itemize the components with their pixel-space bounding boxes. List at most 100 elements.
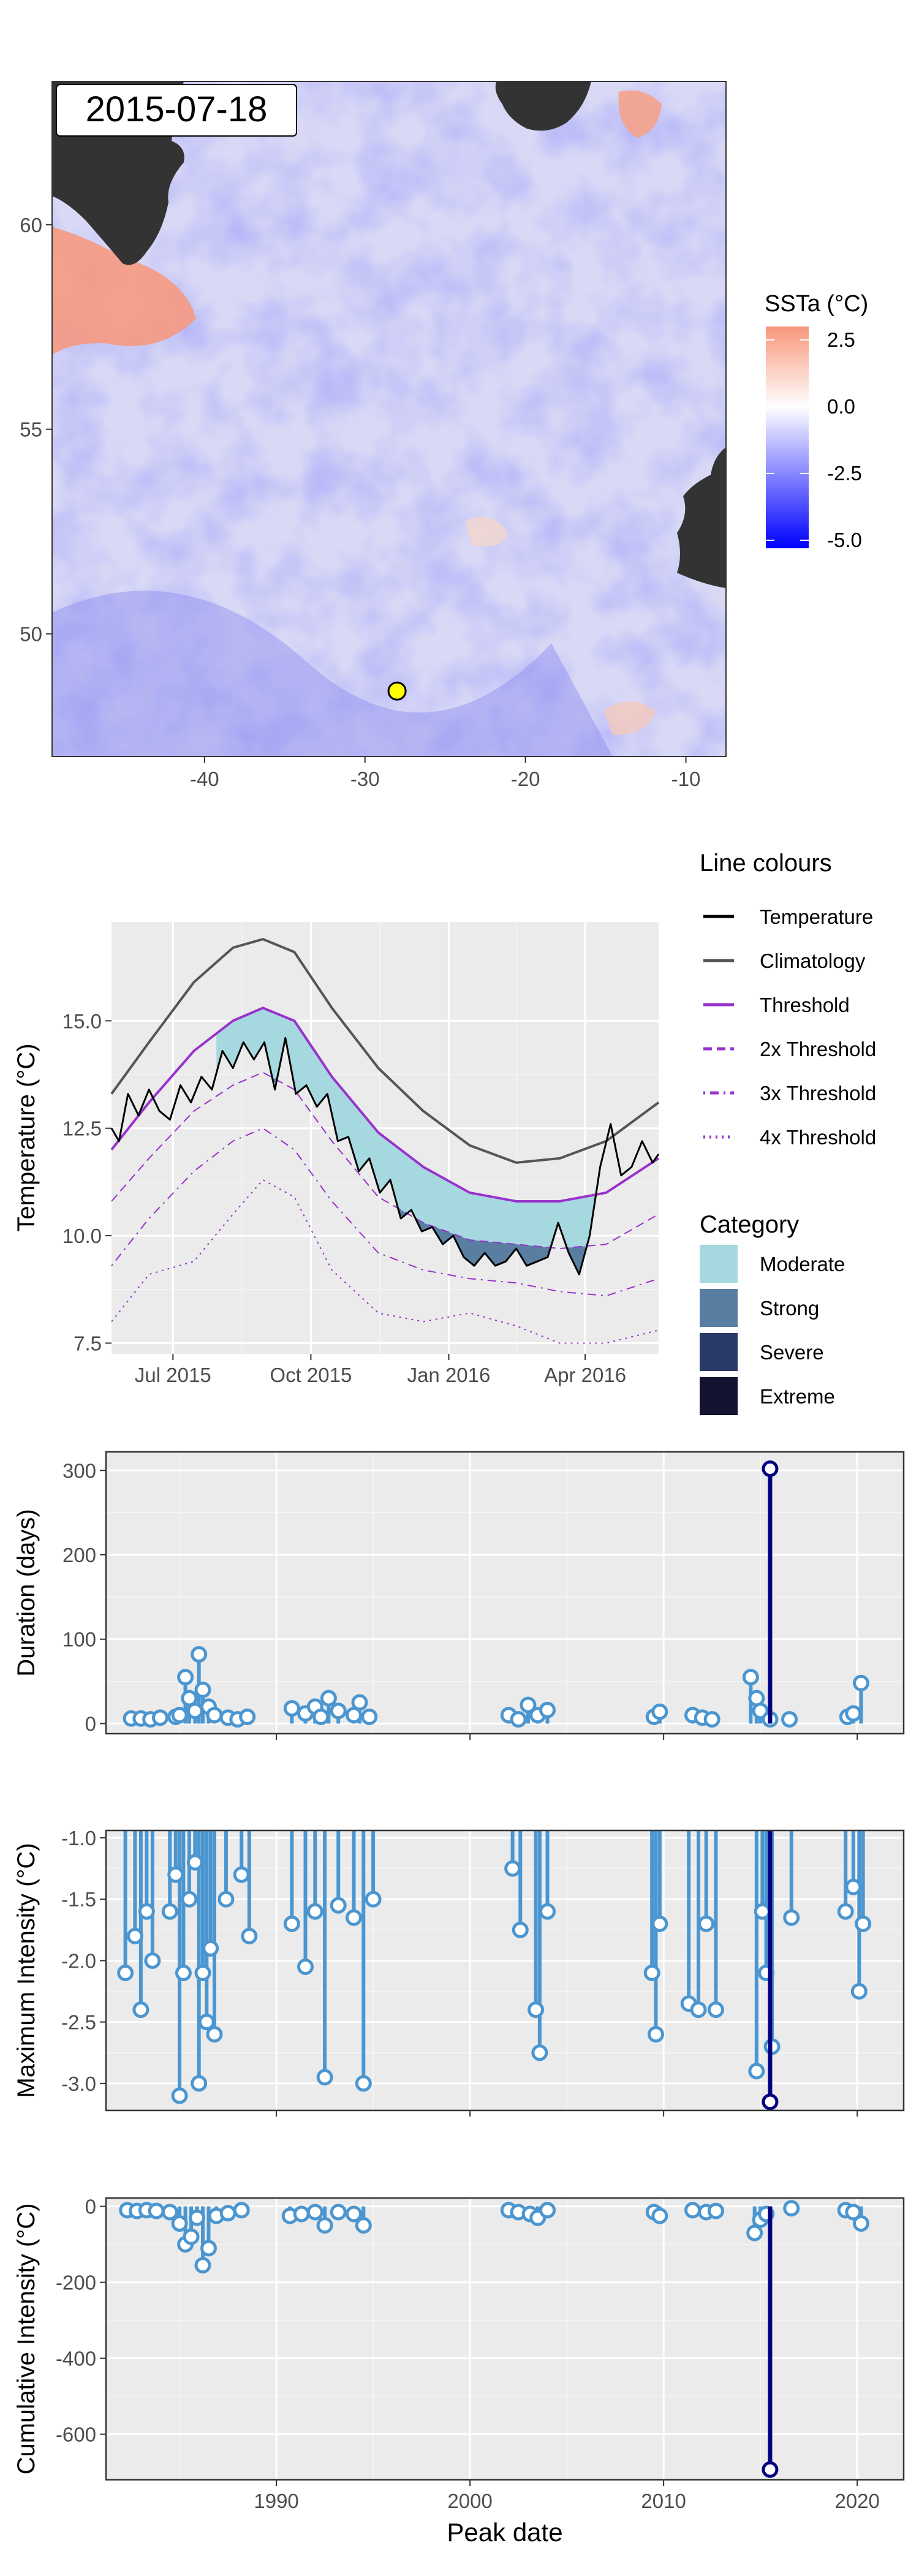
map-title-box: 2015-07-18 <box>56 84 297 137</box>
duration-event-point <box>852 1674 869 1691</box>
max-intensity-plot-border <box>105 1829 905 2112</box>
cum-intensity-event-point <box>330 2204 347 2221</box>
ts-x-axis: Jul 2015 Oct 2015 Jan 2016 Apr 2016 <box>135 1354 626 1386</box>
duration-event-point <box>191 1646 208 1663</box>
max-intensity-event-point <box>117 1965 134 1982</box>
legend-line-label: 4x Threshold <box>760 1126 876 1149</box>
temperature-chart: Jul 2015 Oct 2015 Jan 2016 Apr 2016 7.5 10.0… <box>13 850 876 1415</box>
cum-intensity-event-point <box>189 2209 206 2226</box>
max-intensity-y-tick-label: -2.5 <box>61 2011 96 2034</box>
duration-event-point <box>651 1703 668 1720</box>
max-intensity-event-point <box>512 1921 529 1938</box>
map-marker-point <box>387 681 407 701</box>
max-intensity-event-point <box>330 1897 347 1914</box>
cum-intensity-event-point <box>346 2205 363 2223</box>
cum-intensity-x-tick-label: 2020 <box>834 2490 879 2512</box>
ssta-legend-title: SSTa (°C) <box>765 291 868 317</box>
cum-intensity-y-tick-label: -200 <box>56 2272 96 2294</box>
ts-x-tick-label: Apr 2016 <box>544 1364 626 1386</box>
cum-intensity-event-point <box>355 2217 372 2234</box>
legend-category-swatch <box>700 1377 738 1415</box>
cum-intensity-plot-border <box>105 2197 905 2481</box>
max-intensity-chart: -1.0 -1.5 -2.0 -2.5 -3.0 Maximum Intensity (°… <box>13 1827 905 2117</box>
duration-event-point <box>346 1707 363 1724</box>
max-intensity-event-point <box>171 2087 188 2104</box>
duration-event-point <box>330 1702 347 1720</box>
max-intensity-event-point <box>754 1903 771 1920</box>
max-intensity-event-point <box>698 1915 715 1932</box>
map-x-tick-label: -20 <box>511 768 540 790</box>
max-intensity-event-point <box>643 1965 660 1982</box>
legend-category-swatch <box>700 1333 738 1371</box>
legend-category-swatch <box>700 1245 738 1283</box>
legend-categories: Moderate Strong Severe Extreme <box>700 1245 845 1415</box>
cum-intensity-y-tick-label: -400 <box>56 2347 96 2370</box>
max-intensity-event-point <box>138 1903 155 1920</box>
max-intensity-event-point <box>748 2063 765 2080</box>
legend-lines: Temperature Climatology Threshold 2x Thresh… <box>700 898 876 1157</box>
duration-event-point <box>186 1702 203 1720</box>
duration-y-tick-label: 0 <box>85 1712 96 1735</box>
cum-intensity-event-point <box>161 2204 178 2221</box>
map-x-tick-label: -10 <box>671 768 701 790</box>
ts-y-axis: 7.5 10.0 12.5 15.0 <box>62 1010 112 1354</box>
max-intensity-event-point <box>132 2001 149 2019</box>
legend-lines-title: Line colours <box>700 850 832 877</box>
duration-event-point <box>742 1669 759 1686</box>
max-intensity-event-point <box>241 1927 258 1944</box>
duration-event-point <box>703 1711 720 1728</box>
duration-y-axis-label: Duration (days) <box>13 1509 40 1676</box>
max-intensity-y-axis-label: Maximum Intensity (°C) <box>13 1843 40 2098</box>
max-intensity-event-point <box>202 1940 219 1957</box>
cum-intensity-event-point <box>194 2257 211 2274</box>
max-intensity-event-point <box>161 1903 178 1920</box>
map-x-axis: -40 -30 -20 -10 <box>190 757 700 790</box>
cum-intensity-event-point <box>171 2215 188 2232</box>
cum-intensity-chart: 0 -200 -400 -600 1990 2000 2010 2020 Cumulative … <box>13 2196 905 2547</box>
max-intensity-event-point <box>217 1890 235 1908</box>
ts-line-temperature <box>110 1037 660 1275</box>
duration-event-point <box>171 1707 188 1724</box>
cum-intensity-highlight-point <box>762 2461 779 2478</box>
cum-intensity-x-axis-label: Peak date <box>447 2518 562 2547</box>
legend-line-label: Temperature <box>760 905 873 928</box>
map-x-tick-label: -40 <box>190 768 219 790</box>
max-intensity-event-point <box>233 1866 250 1883</box>
max-intensity-event-point <box>690 2001 707 2019</box>
map-y-tick-label: 55 <box>20 418 42 441</box>
duration-event-point <box>510 1711 527 1728</box>
warm-anomaly-mid <box>466 516 509 547</box>
cum-intensity-event-point <box>707 2202 724 2219</box>
cum-intensity-plot-background <box>106 2198 904 2480</box>
ts-x-tick-label: Oct 2015 <box>270 1364 352 1386</box>
max-intensity-event-point <box>845 1878 862 1895</box>
ts-lines <box>110 938 660 1344</box>
max-intensity-event-point <box>186 1854 203 1871</box>
duration-highlight-point <box>762 1460 779 1478</box>
cum-intensity-x-tick-label: 2000 <box>447 2490 492 2512</box>
cum-intensity-event-point <box>293 2205 310 2223</box>
max-intensity-highlight-point <box>762 2093 779 2110</box>
max-intensity-event-point <box>206 2026 223 2043</box>
ts-y-tick-label: 7.5 <box>74 1332 102 1354</box>
max-intensity-event-point <box>355 2075 372 2092</box>
duration-event-point <box>845 1705 862 1722</box>
max-intensity-event-point <box>198 2014 215 2031</box>
ssta-legend-ticks: 2.5 0.0 -2.5 -5.0 <box>766 328 862 551</box>
max-intensity-event-point <box>167 1866 184 1883</box>
legend-category-label: Strong <box>760 1297 819 1320</box>
cum-intensity-x-tick-label: 2010 <box>641 2490 686 2512</box>
duration-event-point <box>520 1696 537 1713</box>
max-intensity-event-point <box>651 1915 668 1932</box>
warm-anomaly-north <box>618 90 662 138</box>
cum-intensity-y-axis-label: Cumulative Intensity (°C) <box>13 2204 40 2475</box>
map-title: 2015-07-18 <box>86 89 268 129</box>
max-intensity-event-point <box>365 1890 382 1908</box>
warm-anomaly-east <box>603 701 656 735</box>
temperature-panel: Jul 2015 Oct 2015 Jan 2016 Apr 2016 7.5 10.0… <box>0 796 919 1415</box>
cum-intensity-y-tick-label: 0 <box>85 2196 96 2218</box>
max-intensity-panel: -1.0 -1.5 -2.0 -2.5 -3.0 Maximum Intensity (°… <box>0 1758 919 2126</box>
cum-intensity-event-point <box>852 2215 869 2232</box>
legend-line-label: Climatology <box>760 950 866 972</box>
duration-event-point <box>283 1700 300 1717</box>
